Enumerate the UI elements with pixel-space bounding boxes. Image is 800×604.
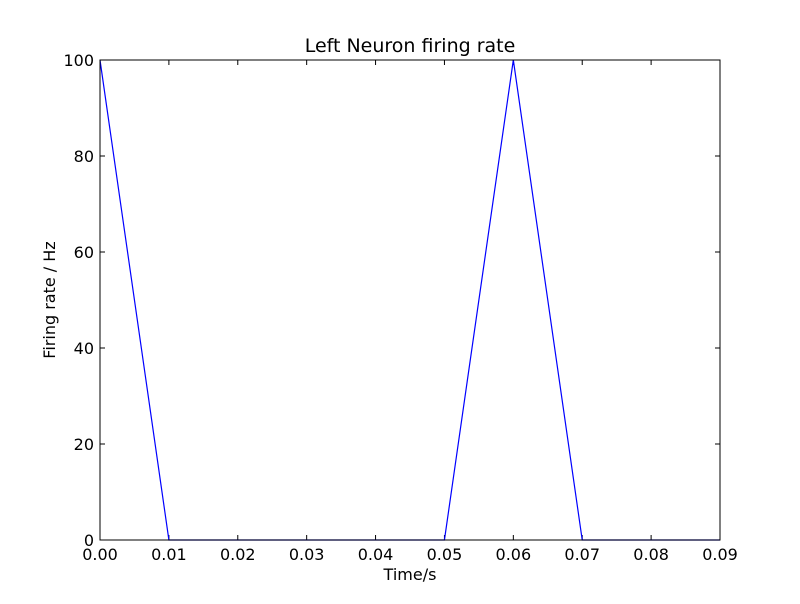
x-tick-label: 0.02	[220, 545, 256, 564]
x-tick-label: 0.06	[496, 545, 532, 564]
y-tick-label: 100	[63, 51, 94, 70]
x-tick-label: 0.05	[427, 545, 463, 564]
y-tick-label: 40	[74, 339, 94, 358]
y-tick-label: 20	[74, 435, 94, 454]
x-tick-label: 0.03	[289, 545, 325, 564]
y-tick-label: 0	[84, 531, 94, 550]
y-axis-label: Firing rate / Hz	[40, 241, 59, 358]
y-tick-label: 60	[74, 243, 94, 262]
chart-title: Left Neuron firing rate	[305, 35, 516, 57]
plot-area-frame	[99, 59, 721, 541]
x-tick-label: 0.08	[633, 545, 669, 564]
y-axis-ticks: 0 20 40 60 80 100	[63, 51, 720, 550]
y-tick-label: 80	[74, 147, 94, 166]
x-tick-label: 0.04	[358, 545, 394, 564]
x-tick-label: 0.07	[564, 545, 600, 564]
x-tick-label: 0.01	[151, 545, 187, 564]
x-axis-label: Time/s	[383, 565, 437, 584]
x-tick-label: 0.09	[702, 545, 738, 564]
x-tick-label: 0.00	[82, 545, 118, 564]
x-axis-ticks: 0.00 0.01 0.02 0.03 0.04 0.05 0.06 0.07 0.08 0.09	[82, 60, 738, 564]
